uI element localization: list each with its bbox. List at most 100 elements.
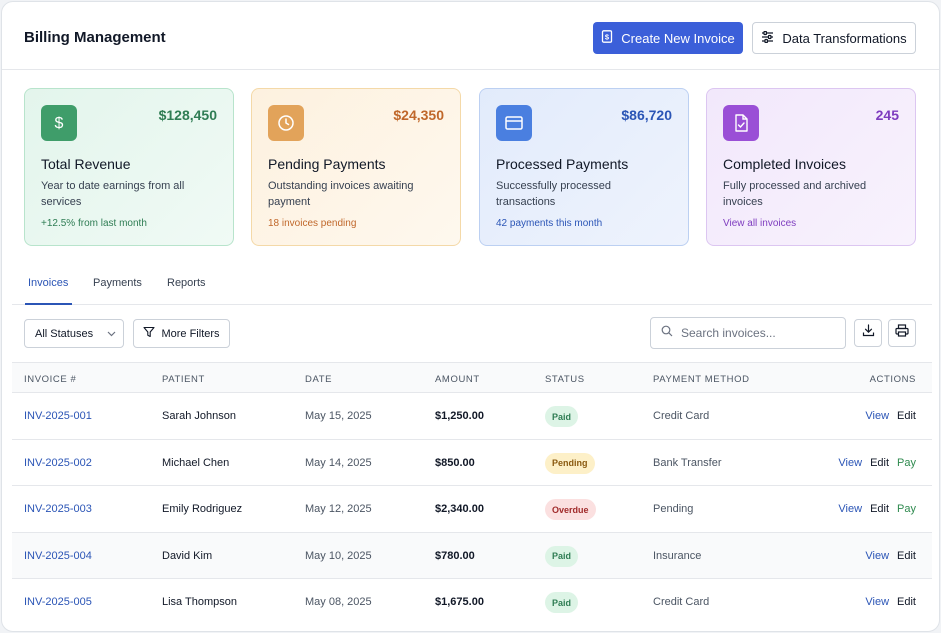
total-revenue-card: $ $128,450 Total Revenue Year to date ea… (24, 88, 234, 246)
download-icon (862, 324, 875, 342)
invoice-number-link[interactable]: INV-2025-003 (24, 503, 92, 516)
more-filters-button[interactable]: More Filters (133, 319, 230, 348)
pay-action[interactable]: Pay (897, 456, 916, 469)
page-title: Billing Management (24, 29, 166, 46)
status-badge: Paid (545, 545, 579, 567)
card-description: Outstanding invoices awaiting payment (268, 180, 414, 208)
view-action[interactable]: View (838, 456, 863, 469)
patient-name: Sarah Johnson (162, 410, 236, 422)
table-row: INV-2025-004 David Kim May 10, 2025 $780… (12, 532, 932, 580)
page-header: Billing Management $ Create New Invoice … (2, 2, 939, 70)
create-invoice-label: Create New Invoice (621, 30, 735, 46)
card-note: 42 payments this month (496, 218, 603, 229)
invoice-amount: $1,250.00 (435, 410, 484, 422)
printer-icon (895, 324, 909, 342)
view-action[interactable]: View (865, 596, 890, 609)
card-description: Year to date earnings from all services (41, 180, 185, 208)
payment-method: Credit Card (653, 596, 710, 609)
processed-payments-card: $86,720 Processed Payments Successfully … (479, 88, 689, 246)
patient-name: David Kim (162, 549, 213, 562)
status-badge: Paid (545, 406, 579, 427)
status-badge: Pending (545, 452, 595, 474)
edit-action[interactable]: Edit (897, 549, 916, 562)
row-actions: View Edit (865, 550, 916, 562)
svg-text:$: $ (55, 115, 64, 132)
column-header-amount: AMOUNT (435, 374, 480, 385)
view-all-invoices-link[interactable]: View all invoices (723, 218, 797, 229)
invoice-amount: $850.00 (435, 456, 475, 469)
patient-name: Emily Rodriguez (162, 503, 243, 516)
invoices-table: INVOICE # PATIENT DATE AMOUNT STATUS PAY… (12, 362, 932, 626)
tab-payments[interactable]: Payments (93, 277, 142, 289)
status-badge: Overdue (545, 499, 596, 521)
invoice-date: May 08, 2025 (305, 596, 372, 609)
invoice-number-link[interactable]: INV-2025-004 (24, 549, 92, 562)
edit-action[interactable]: Edit (870, 503, 890, 516)
invoice-number-link[interactable]: INV-2025-002 (24, 456, 92, 469)
view-action[interactable]: View (865, 410, 890, 422)
tab-invoices[interactable]: Invoices (28, 277, 69, 289)
row-actions: View Edit (865, 410, 916, 422)
edit-action[interactable]: Edit (897, 410, 916, 422)
create-invoice-button[interactable]: $ Create New Invoice (593, 22, 743, 54)
column-header-payment-method: PAYMENT METHOD (653, 374, 750, 385)
edit-action[interactable]: Edit (870, 456, 890, 469)
card-value: $24,350 (393, 107, 444, 123)
tab-bar: Invoices Payments Reports (12, 264, 932, 305)
card-title: Processed Payments (496, 156, 629, 172)
card-note: +12.5% from last month (41, 218, 147, 229)
clock-icon (268, 105, 304, 141)
svg-text:$: $ (605, 32, 610, 41)
row-actions: View Edit Pay (838, 503, 916, 515)
credit-card-icon (496, 105, 532, 141)
card-note: 18 invoices pending (268, 218, 357, 229)
completed-invoices-card: 245 Completed Invoices Fully processed a… (706, 88, 916, 246)
tab-reports[interactable]: Reports (167, 277, 206, 289)
patient-name: Michael Chen (162, 456, 230, 469)
invoice-number-link[interactable]: INV-2025-001 (24, 410, 92, 422)
column-header-invoice: INVOICE # (24, 374, 77, 385)
print-button[interactable] (888, 319, 916, 347)
data-transformations-button[interactable]: Data Transformations (752, 22, 916, 54)
row-actions: View Edit (865, 596, 916, 608)
edit-action[interactable]: Edit (897, 596, 916, 609)
view-action[interactable]: View (838, 503, 863, 516)
patient-name: Lisa Thompson (162, 596, 238, 609)
search-input[interactable] (681, 326, 831, 340)
payment-method: Insurance (653, 549, 702, 562)
card-title: Total Revenue (41, 156, 131, 172)
status-filter-select[interactable]: All Statuses (24, 319, 124, 348)
table-row: INV-2025-003 Emily Rodriguez May 12, 202… (12, 486, 932, 533)
more-filters-label: More Filters (161, 327, 220, 340)
card-title: Pending Payments (268, 156, 386, 172)
invoice-icon: $ (601, 30, 613, 46)
download-button[interactable] (854, 319, 882, 347)
status-badge: Paid (545, 592, 579, 614)
table-row: INV-2025-002 Michael Chen May 14, 2025 $… (12, 440, 932, 487)
card-description: Fully processed and archived invoices (723, 180, 867, 208)
sliders-icon (761, 30, 774, 46)
card-description: Successfully processed transactions (496, 180, 611, 208)
pay-action[interactable]: Pay (897, 503, 916, 516)
column-header-status: STATUS (545, 374, 585, 385)
search-icon (661, 324, 673, 342)
invoice-date: May 15, 2025 (305, 410, 372, 422)
payment-method: Credit Card (653, 410, 710, 422)
payment-method: Pending (653, 503, 694, 516)
view-action[interactable]: View (865, 549, 890, 562)
invoice-date: May 12, 2025 (305, 503, 372, 516)
invoice-date: May 14, 2025 (305, 456, 372, 469)
table-header: INVOICE # PATIENT DATE AMOUNT STATUS PAY… (12, 362, 932, 393)
table-row: INV-2025-001 Sarah Johnson May 15, 2025 … (12, 393, 932, 440)
row-actions: View Edit Pay (838, 457, 916, 469)
payment-method: Bank Transfer (653, 456, 722, 469)
card-title: Completed Invoices (723, 156, 846, 172)
invoice-number-link[interactable]: INV-2025-005 (24, 596, 92, 609)
filter-icon (143, 326, 156, 341)
chevron-down-icon (107, 328, 116, 340)
pending-payments-card: $24,350 Pending Payments Outstanding inv… (251, 88, 461, 246)
dollar-icon: $ (41, 105, 77, 141)
invoice-amount: $1,675.00 (435, 596, 484, 609)
column-header-date: DATE (305, 374, 333, 385)
